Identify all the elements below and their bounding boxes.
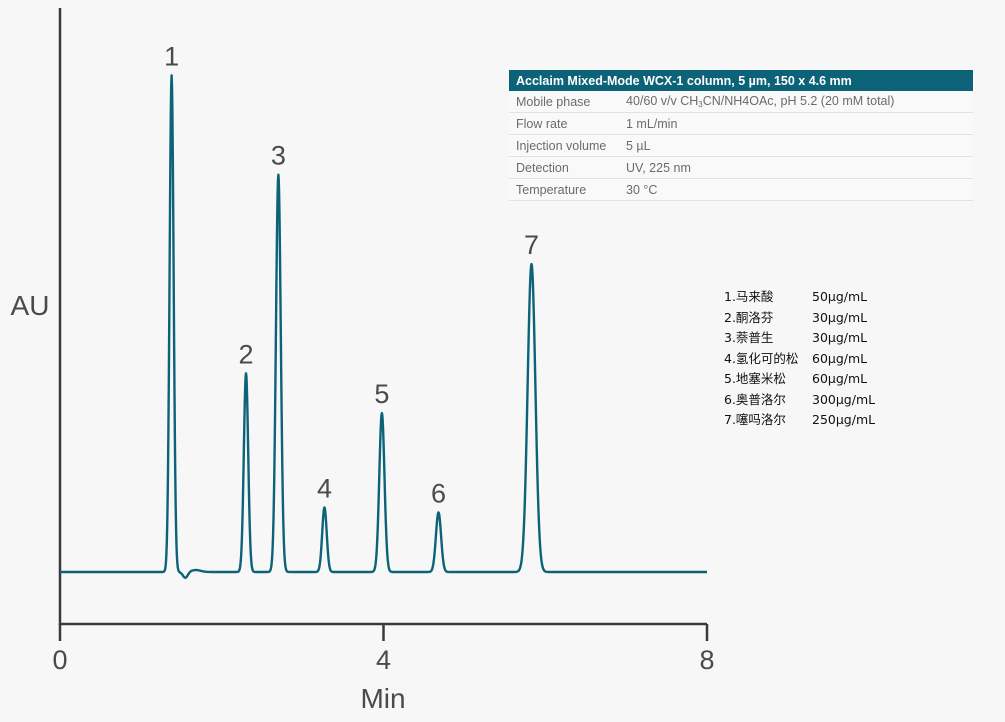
- condition-label: Detection: [509, 156, 619, 179]
- chart-axes: [58, 8, 709, 641]
- condition-value: 30 °C: [619, 178, 973, 201]
- peak-label-4: 4: [317, 473, 332, 503]
- condition-value: 40/60 v/v CH3CN/NH4OAc, pH 5.2 (20 mM to…: [619, 91, 973, 113]
- condition-value: UV, 225 nm: [619, 156, 973, 179]
- conditions-row: Temperature 30 °C: [509, 178, 973, 201]
- peak-label-1: 1: [164, 41, 179, 71]
- legend-item: 6.奥普洛尔 300µg/mL: [724, 390, 875, 411]
- peak-label-7: 7: [524, 230, 539, 260]
- condition-value: 1 mL/min: [619, 112, 973, 135]
- legend-concentration: 250µg/mL: [812, 412, 876, 427]
- legend-item: 7.噻吗洛尔 250µg/mL: [724, 410, 875, 431]
- condition-label: Flow rate: [509, 112, 619, 135]
- condition-label: Injection volume: [509, 134, 619, 157]
- peak-labels: 1 2 3 4 5 6 7: [164, 41, 539, 508]
- peak-label-6: 6: [431, 478, 446, 508]
- legend-compound: 4.氢化可的松: [724, 350, 799, 366]
- conditions-row: Mobile phase 40/60 v/v CH3CN/NH4OAc, pH …: [509, 91, 973, 113]
- condition-label: Temperature: [509, 178, 619, 201]
- x-axis-title: Min: [360, 683, 405, 714]
- mobile-phase-subscript: 3: [698, 100, 703, 109]
- condition-value: 5 µL: [619, 134, 973, 157]
- conditions-row: Flow rate 1 mL/min: [509, 112, 973, 135]
- conditions-table: Acclaim Mixed-Mode WCX-1 column, 5 µm, 1…: [509, 70, 973, 201]
- conditions-header-row: Acclaim Mixed-Mode WCX-1 column, 5 µm, 1…: [509, 70, 973, 91]
- peak-label-3: 3: [271, 141, 286, 171]
- conditions-header: Acclaim Mixed-Mode WCX-1 column, 5 µm, 1…: [509, 70, 973, 91]
- legend-item: 4.氢化可的松 60µg/mL: [724, 349, 875, 370]
- peak-label-2: 2: [238, 339, 253, 369]
- legend-compound: 3.萘普生: [724, 330, 774, 345]
- legend-concentration: 30µg/mL: [812, 309, 868, 325]
- y-axis-title: AU: [11, 290, 50, 321]
- legend-compound: 5.地塞米松: [724, 371, 786, 386]
- peak-label-5: 5: [374, 379, 389, 409]
- legend-compound: 6.奥普洛尔: [724, 391, 786, 407]
- x-tick-label: 8: [699, 645, 714, 675]
- legend-compound: 2.酮洛芬: [724, 309, 774, 325]
- compound-legend: 1.马来酸 50µg/mL 2.酮洛芬 30µg/mL 3.萘普生 30µg/mL 4…: [724, 287, 875, 431]
- x-tick-label: 0: [52, 645, 67, 675]
- legend-item: 1.马来酸 50µg/mL: [724, 287, 875, 308]
- mobile-phase-part: 40/60 v/v CH: [626, 94, 699, 108]
- conditions-row: Detection UV, 225 nm: [509, 156, 973, 179]
- x-tick-label: 4: [376, 645, 391, 675]
- legend-concentration: 60µg/mL: [812, 371, 868, 386]
- legend-compound: 7.噻吗洛尔: [724, 412, 786, 427]
- legend-concentration: 300µg/mL: [812, 391, 876, 407]
- legend-item: 5.地塞米松 60µg/mL: [724, 369, 875, 390]
- legend-item: 3.萘普生 30µg/mL: [724, 328, 875, 349]
- conditions-row: Injection volume 5 µL: [509, 134, 973, 157]
- legend-concentration: 50µg/mL: [812, 289, 868, 304]
- mobile-phase-part: CN/NH4OAc, pH 5.2 (20 mM total): [702, 94, 895, 108]
- chromatogram-trace: [59, 74, 708, 579]
- legend-item: 2.酮洛芬 30µg/mL: [724, 308, 875, 329]
- condition-label: Mobile phase: [509, 91, 619, 113]
- legend-compound: 1.马来酸: [724, 289, 774, 304]
- legend-concentration: 30µg/mL: [812, 330, 868, 345]
- legend-concentration: 60µg/mL: [812, 350, 868, 366]
